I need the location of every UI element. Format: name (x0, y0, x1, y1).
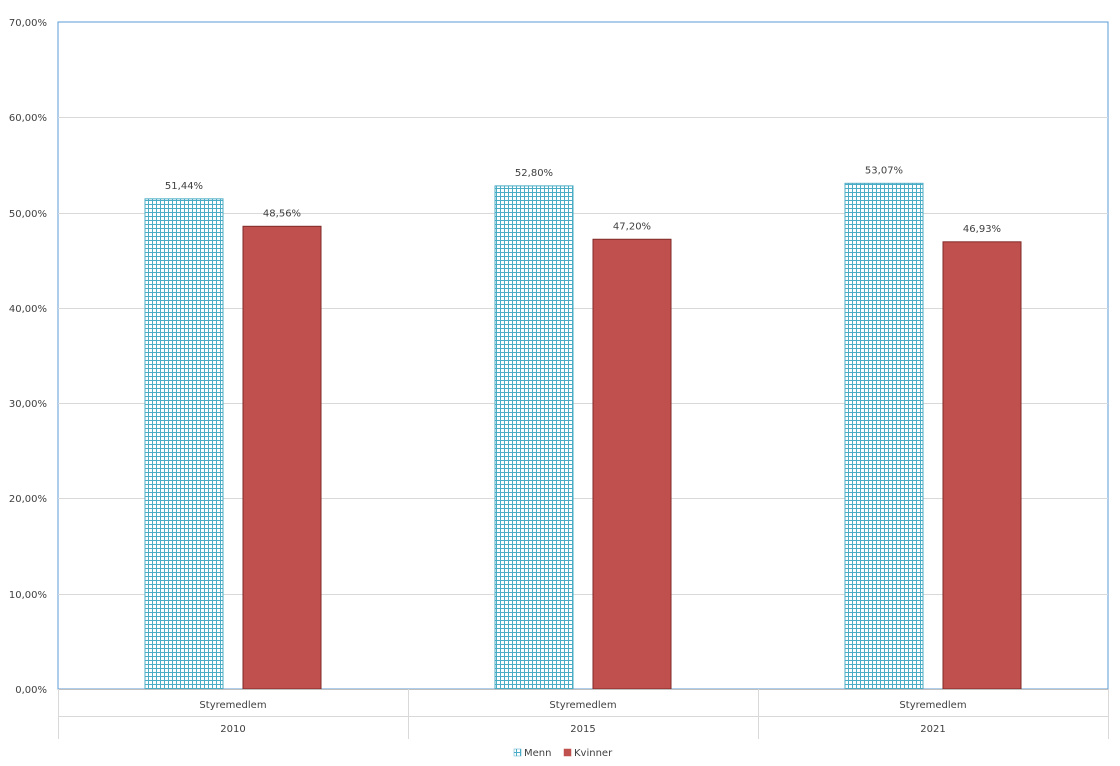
data-label: 46,93% (963, 224, 1001, 235)
y-tick-label: 30,00% (9, 399, 47, 410)
legend-label-kvinner: Kvinner (574, 748, 613, 759)
bar-menn (844, 182, 924, 690)
bar-kvinner (592, 238, 672, 690)
legend-label-menn: Menn (524, 748, 551, 759)
y-tick-label: 0,00% (15, 685, 47, 696)
bar-menn (144, 198, 224, 690)
legend-swatch-kvinner (563, 748, 572, 757)
data-label: 53,07% (865, 165, 903, 176)
x-group-label: 2010 (220, 724, 245, 735)
x-category-label: Styremedlem (549, 700, 616, 711)
y-tick-label: 60,00% (9, 113, 47, 124)
legend-swatch-menn (513, 748, 522, 757)
data-label: 51,44% (165, 181, 203, 192)
data-label: 47,20% (613, 221, 651, 232)
y-tick-label: 10,00% (9, 590, 47, 601)
x-category-label: Styremedlem (899, 700, 966, 711)
bar-menn (494, 185, 574, 690)
y-tick-label: 40,00% (9, 304, 47, 315)
x-axis: Styremedlem 2010 Styremedlem 2015 Styremedle… (58, 689, 1109, 739)
y-axis-ticks: 0,00% 10,00% 20,00% 30,00% 40,00% 50,00% 60,00… (9, 18, 47, 696)
bar-kvinner (942, 241, 1022, 690)
bars (144, 182, 1022, 690)
x-group-label: 2021 (920, 724, 945, 735)
data-label: 52,80% (515, 168, 553, 179)
y-tick-label: 70,00% (9, 18, 47, 29)
data-label: 48,56% (263, 208, 301, 219)
x-group-label: 2015 (570, 724, 595, 735)
legend: Menn Kvinner (513, 748, 613, 759)
y-tick-label: 50,00% (9, 209, 47, 220)
x-category-label: Styremedlem (199, 700, 266, 711)
bar-kvinner (242, 225, 322, 690)
data-labels: 51,44% 48,56% 52,80% 47,20% 53,07% 46,93% (165, 165, 1001, 235)
y-tick-label: 20,00% (9, 494, 47, 505)
